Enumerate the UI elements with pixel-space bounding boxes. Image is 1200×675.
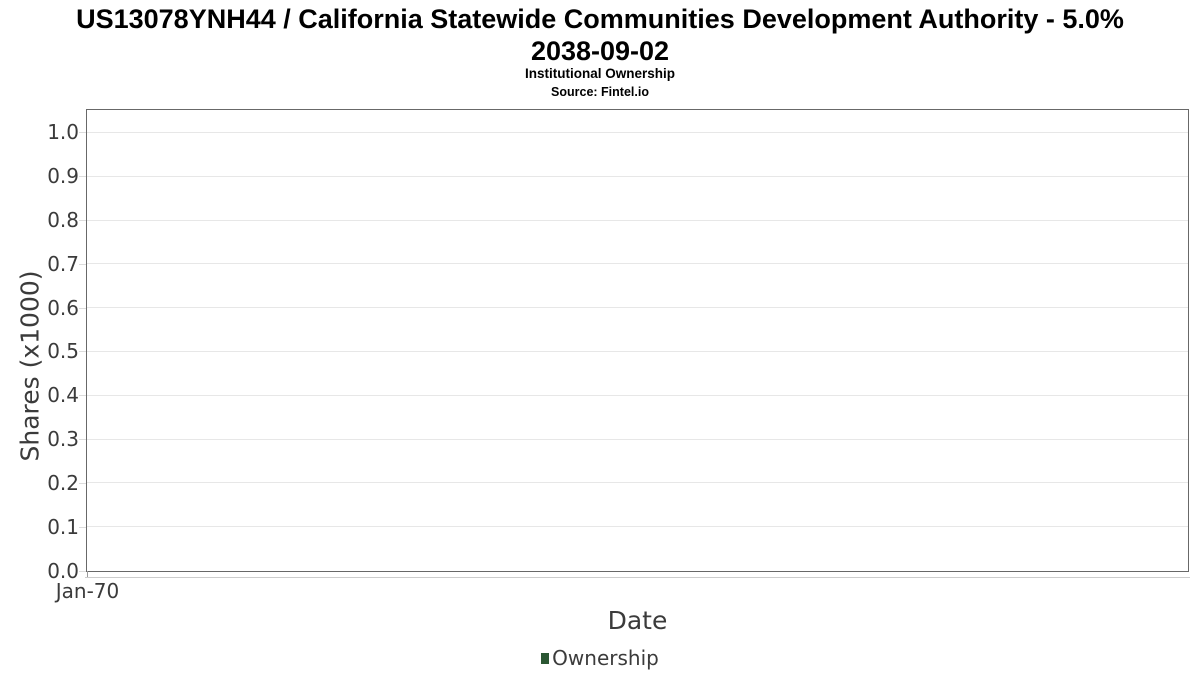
y-tick-label: 0.3: [47, 427, 79, 452]
gridline: [87, 350, 1188, 352]
y-tick-label: 0.5: [47, 339, 79, 364]
chart-title-line2: 2038-09-02: [530, 36, 670, 66]
x-axis-title: Date: [607, 606, 668, 635]
gridline: [87, 526, 1188, 528]
gridline: [87, 263, 1188, 265]
legend-label: Ownership: [552, 646, 659, 670]
x-tick-label: Jan-70: [55, 579, 120, 603]
chart-source-note: Source: Fintel.io: [551, 85, 649, 99]
y-tick-mark: [79, 526, 86, 528]
x-axis-line: [85, 577, 1190, 578]
y-tick-label: 0.8: [47, 208, 79, 233]
y-tick-label: 0.0: [47, 558, 79, 583]
y-tick-mark: [79, 482, 86, 484]
gridline: [87, 219, 1188, 221]
y-tick-label: 0.6: [47, 295, 79, 320]
legend-marker-icon: [541, 653, 550, 664]
y-tick-label: 0.7: [47, 251, 79, 276]
gridline: [87, 482, 1188, 484]
y-tick-label: 0.2: [47, 470, 79, 495]
y-tick-label: 0.4: [47, 383, 79, 408]
gridline: [87, 438, 1188, 440]
gridline: [87, 131, 1188, 133]
legend: Ownership: [0, 645, 1200, 671]
y-axis-title: Shares (x1000): [15, 270, 45, 462]
y-tick-mark: [79, 570, 86, 572]
y-tick-label: 1.0: [47, 120, 79, 145]
y-tick-mark: [79, 395, 86, 397]
y-tick-mark: [79, 439, 86, 441]
y-tick-mark: [79, 263, 86, 265]
plot-area: [86, 109, 1189, 572]
y-tick-mark: [79, 351, 86, 353]
y-tick-mark: [79, 220, 86, 222]
x-tick-mark: [86, 570, 89, 578]
legend-item: Ownership: [541, 645, 659, 671]
gridline: [87, 175, 1188, 177]
gridline: [87, 307, 1188, 309]
chart-subtitle: Institutional Ownership: [524, 66, 675, 81]
y-tick-label: 0.1: [47, 514, 79, 539]
y-tick-mark: [79, 307, 86, 309]
y-tick-mark: [79, 176, 86, 178]
y-tick-label: 0.9: [47, 164, 79, 189]
gridline: [87, 394, 1188, 396]
chart-title-line1: US13078YNH44 / California Statewide Comm…: [76, 4, 1124, 34]
chart-title: US13078YNH44 / California Statewide Comm…: [0, 3, 1200, 67]
y-tick-mark: [79, 132, 86, 134]
